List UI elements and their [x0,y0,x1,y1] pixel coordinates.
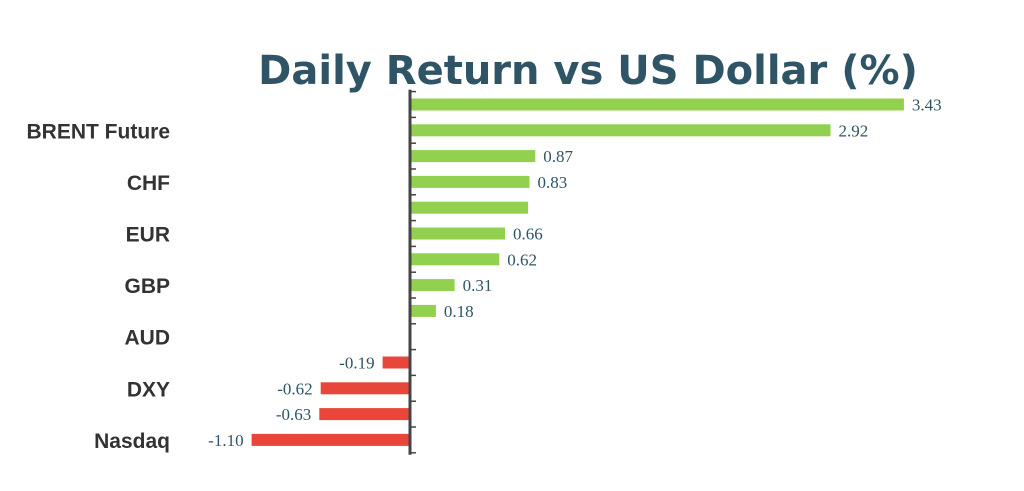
bar-0 [410,98,904,111]
bar-2 [410,150,536,163]
category-label-5: EUR [126,224,170,247]
bar-7 [410,279,455,292]
axis-layer [408,89,416,455]
value-label-11: -0.62 [277,379,312,398]
bar-10 [382,356,410,369]
category-label-9: AUD [125,327,171,350]
bar-5 [410,227,505,240]
category-label-7: GBP [124,275,170,298]
category-label-11: DXY [127,378,170,401]
value-label-10: -0.19 [339,354,374,373]
value-label-7: 0.31 [463,276,493,295]
category-label-3: CHF [127,172,170,195]
bar-1 [410,124,831,137]
value-label-2: 0.87 [543,147,573,166]
value-label-1: 2.92 [839,121,869,140]
bar-12 [319,408,410,421]
value-label-5: 0.66 [513,225,543,244]
chart-title: Daily Return vs US Dollar (%) [258,48,918,94]
bar-8 [410,304,436,317]
bar-4 [410,201,529,214]
bar-3 [410,175,530,188]
value-label-8: 0.18 [444,302,474,321]
value-label-13: -1.10 [208,431,243,450]
value-label-0: 3.43 [912,96,942,115]
bars-layer: 3.43 2.92 BRENT Future 0.87 0.83 CHF 0.66 EUR 0.… [27,96,942,453]
bar-6 [410,253,500,266]
category-label-13: Nasdaq [94,430,170,453]
bar-11 [320,382,410,395]
value-label-12: -0.63 [276,405,311,424]
category-label-1: BRENT Future [27,120,171,143]
bar-13 [251,433,410,446]
value-label-3: 0.83 [538,173,568,192]
value-label-6: 0.62 [507,250,537,269]
